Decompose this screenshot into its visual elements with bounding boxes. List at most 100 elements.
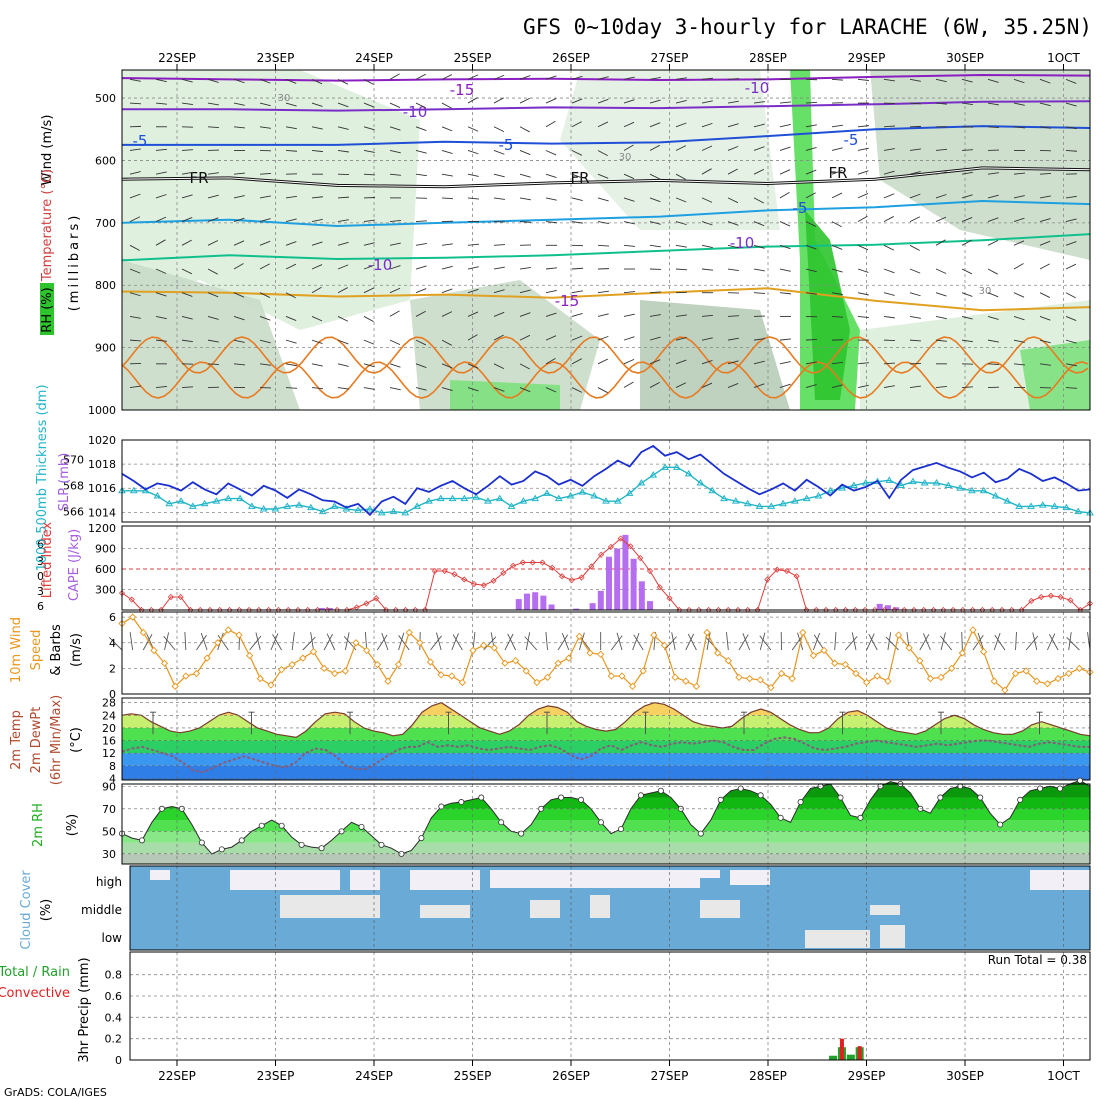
wind-barb-388: [831, 315, 844, 318]
thickness-point-48: [684, 469, 693, 477]
wind10-barb-27: [398, 635, 410, 651]
wind-barb-425: [909, 193, 921, 199]
wind10-point-37: [511, 657, 520, 665]
wind-barb-140: [389, 73, 400, 80]
rh-ytick-3: 90: [102, 780, 116, 793]
wind10-point-41: [554, 659, 562, 667]
thickness-line: [122, 466, 1091, 514]
wind-barb-381: [831, 147, 843, 151]
wind-barb-25: [155, 339, 167, 342]
temp-ytick-4: 20: [102, 722, 116, 735]
thk-ytick-0: 566: [63, 506, 84, 519]
rh-point-52: [637, 792, 644, 799]
top-date-tick-4: 26SEP: [552, 51, 590, 65]
wind-barb-172: [441, 173, 453, 177]
wind-bg: [122, 612, 1090, 694]
wind-barb-326: [727, 168, 738, 175]
wind-barb-343: [753, 244, 765, 249]
bottom-date-tick-5: 27SEP: [651, 1069, 689, 1083]
wind10-point-22: [352, 639, 360, 647]
contour-label-0: -15: [450, 81, 475, 99]
cape-bar-48: [515, 599, 522, 610]
wind-barb-44: [207, 126, 220, 128]
rh-point-88: [997, 821, 1004, 828]
wind-barb-327: [727, 197, 739, 204]
wind-barb-463: [987, 102, 999, 106]
wind10-point-40: [543, 673, 552, 681]
wind-barb-264: [597, 358, 609, 365]
wind-barb-11: [129, 339, 142, 342]
upper-side-labels: Wind (m/s) Temperature (°C) RH (%) (mill…: [40, 115, 82, 335]
wind10-barb-25: [381, 632, 389, 651]
wind10-barb-57: [726, 632, 729, 651]
wind-barb-470: [987, 268, 998, 275]
thickness-point-53: [743, 499, 752, 507]
wind-barb-418: [883, 362, 896, 365]
isotherm--10: [122, 100, 1091, 112]
wind-barb-32: [181, 171, 193, 175]
wind10-point-74: [905, 644, 913, 652]
wind-barb-312: [701, 168, 712, 175]
wind-barb-160: [415, 220, 428, 223]
wind-barb-361: [779, 338, 791, 341]
wind-barb-438: [935, 171, 947, 175]
wind-barb-476: [1013, 78, 1025, 84]
wind-barb-80: [259, 315, 271, 321]
wind10-barb-81: [977, 632, 985, 651]
wind-barb-78: [259, 263, 270, 270]
wind-barb-87: [285, 150, 298, 152]
wind-barb-259: [597, 244, 610, 247]
wind-barb-474: [987, 363, 1000, 366]
li-point-66: [764, 576, 771, 583]
wind-barb-173: [441, 197, 454, 200]
wind-barb-20: [155, 216, 167, 223]
cloud-label: Cloud Cover: [19, 870, 34, 950]
wind-barb-269: [623, 144, 634, 151]
wind10-point-54: [692, 682, 701, 690]
wind-barb-56: [233, 78, 245, 84]
temp-ytick-3: 16: [102, 735, 116, 748]
slp-thickness-panel: 1014 1016 1018 1020 566 568 570: [63, 434, 1094, 523]
wind10-barb-21: [344, 632, 350, 651]
wind-barb-409: [883, 148, 895, 151]
wind-barb-143: [389, 150, 401, 154]
wind10-point-75: [916, 657, 924, 665]
wind-barb-84: [285, 78, 297, 84]
wind-barb-218: [519, 267, 531, 270]
wind-barb-96: [285, 363, 297, 367]
wind-barb-304: [675, 314, 687, 317]
wind-barb-353: [779, 146, 791, 151]
cape-bar-62: [630, 558, 637, 610]
wind-barb-401: [857, 292, 869, 296]
thickness-point-63: [861, 478, 870, 486]
wind-barb-386: [831, 268, 843, 273]
temp-ytick-6: 28: [102, 697, 116, 710]
wind-barb-193: [467, 334, 478, 341]
wind-barb-117: [337, 196, 350, 199]
wind10-point-63: [788, 674, 796, 683]
cloud-high-gap-2: [410, 870, 480, 890]
wind-barb-156: [415, 126, 427, 131]
thickness-point-10: [236, 494, 244, 502]
wind10-point-8: [203, 654, 211, 662]
wind10-barb-48: [632, 633, 640, 651]
wind10-point-25: [384, 677, 392, 685]
wind-barb-372: [805, 268, 817, 273]
contour-label-2: -10: [745, 79, 770, 97]
rh-point-94: [1057, 785, 1064, 792]
wind-barb-283: [649, 144, 660, 151]
wind-barb-333: [727, 337, 739, 341]
thickness-point-67: [909, 477, 917, 485]
thickness-point-33: [507, 502, 516, 509]
rh-ytick-0: 30: [102, 848, 116, 861]
rh-point-18: [298, 841, 305, 848]
wind-barb-262: [597, 313, 609, 317]
rh-point-72: [837, 794, 844, 801]
contour-label-4: -5: [499, 136, 514, 154]
precip-ytick-4: 0.8: [105, 969, 123, 982]
cape-ytick-2: 900: [95, 543, 116, 556]
wind-barb-488: [1013, 363, 1025, 366]
wind-barb-456: [961, 268, 973, 275]
wind10-label-b: Speed: [29, 630, 44, 671]
wind-barb-351: [779, 101, 791, 104]
